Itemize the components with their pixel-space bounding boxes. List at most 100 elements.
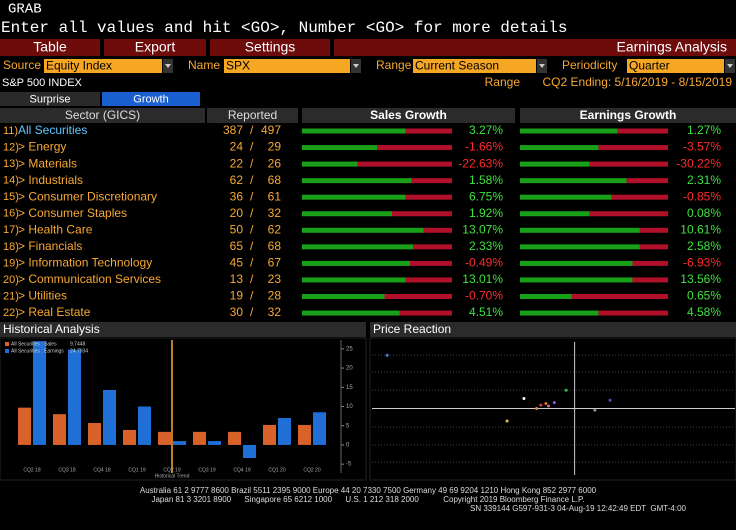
earnings-bar-green xyxy=(520,128,618,134)
y-tick-label: 10 xyxy=(346,404,353,410)
bar xyxy=(278,418,291,445)
row-number: 19) xyxy=(3,257,19,269)
row-number: 15) xyxy=(3,191,19,203)
dropdown-arrow xyxy=(165,64,171,68)
scatter-point xyxy=(522,397,526,401)
earnings-bar-red xyxy=(598,145,668,151)
sector-name[interactable]: > Information Technology xyxy=(18,256,152,270)
row-number: 22) xyxy=(3,307,19,319)
field-value[interactable]: Current Season xyxy=(415,59,499,73)
sector-name[interactable]: > Health Care xyxy=(18,222,93,236)
menu-button[interactable] xyxy=(104,39,206,56)
bar xyxy=(173,441,186,445)
menu-button[interactable] xyxy=(210,39,330,56)
bar xyxy=(228,431,241,445)
tab[interactable] xyxy=(102,92,200,106)
field-box[interactable] xyxy=(224,59,350,73)
panel-header-bg xyxy=(370,322,736,337)
bar xyxy=(313,412,326,445)
sales-growth: 13.07% xyxy=(462,222,503,236)
sales-bar-red xyxy=(377,145,452,151)
sector-name[interactable]: > Industrials xyxy=(18,173,83,187)
sales-bar-green xyxy=(302,211,392,217)
menu-button[interactable] xyxy=(334,39,736,56)
field-box[interactable] xyxy=(413,59,536,73)
separator: / xyxy=(250,206,254,220)
earnings-growth: 0.65% xyxy=(687,289,721,303)
menu-label[interactable]: Settings xyxy=(245,39,296,55)
sales-bar-green xyxy=(302,277,406,283)
separator: / xyxy=(250,305,254,319)
tab[interactable] xyxy=(0,92,100,106)
earnings-growth: 2.31% xyxy=(687,173,721,187)
row-number: 14) xyxy=(3,175,19,187)
panel-header-bg xyxy=(0,322,366,337)
reported: 62 xyxy=(230,173,244,187)
bar xyxy=(33,341,46,445)
earnings-bar-green xyxy=(520,227,640,233)
field-box[interactable] xyxy=(44,59,162,73)
bar xyxy=(193,431,206,445)
sales-growth: 3.27% xyxy=(469,123,503,137)
earnings-growth: 2.58% xyxy=(687,239,721,253)
legend-entry: All Securities : Earnings xyxy=(11,348,64,354)
reported: 387 xyxy=(223,123,243,137)
field-box[interactable] xyxy=(627,59,724,73)
bar xyxy=(103,389,116,445)
sales-bar-red xyxy=(423,227,452,233)
menu-label[interactable]: Table xyxy=(33,39,67,55)
total: 32 xyxy=(268,305,282,319)
menu-button[interactable] xyxy=(0,39,100,56)
earnings-bar-red xyxy=(626,178,668,184)
sector-name[interactable]: > Consumer Discretionary xyxy=(18,189,157,203)
sector-name[interactable]: > Consumer Staples xyxy=(18,206,127,220)
separator: / xyxy=(250,272,254,286)
column-header-bg xyxy=(0,108,205,123)
column-header: Sales Growth xyxy=(370,108,447,122)
tab-label[interactable]: Surprise xyxy=(30,93,71,105)
sales-bar-green xyxy=(302,260,410,266)
menu-label[interactable]: Earnings Analysis xyxy=(616,39,727,55)
field-label: Name xyxy=(188,58,220,72)
sector-name[interactable]: > Energy xyxy=(18,140,66,154)
panel-title: Historical Analysis xyxy=(3,322,100,336)
index-name: S&P 500 INDEX xyxy=(2,77,83,89)
legend-swatch xyxy=(5,342,9,346)
total: 28 xyxy=(268,289,282,303)
menu-label[interactable]: Export xyxy=(135,39,176,55)
reported: 22 xyxy=(230,156,244,170)
sector-name[interactable]: > Materials xyxy=(18,156,77,170)
y-tick-label: 5 xyxy=(346,423,350,429)
sector-name[interactable]: > Communication Services xyxy=(18,272,161,286)
sector-name[interactable]: > Financials xyxy=(18,239,82,253)
earnings-growth: -3.57% xyxy=(683,140,721,154)
sales-bar-green xyxy=(302,244,413,250)
command-line: Enter all values and hit <GO>, Number <G… xyxy=(1,19,568,37)
separator: / xyxy=(250,239,254,253)
reported: 30 xyxy=(230,305,244,319)
earnings-bar-green xyxy=(520,244,640,250)
sales-growth: -1.66% xyxy=(465,140,503,154)
earnings-growth: 4.58% xyxy=(687,305,721,319)
total: 32 xyxy=(268,206,282,220)
row-number: 20) xyxy=(3,274,19,286)
footer-line: SN 339144 G597-931-3 04-Aug-19 12:42:49 … xyxy=(470,504,687,513)
sector-name[interactable]: > Real Estate xyxy=(18,305,91,319)
screen-title: GRAB xyxy=(8,2,42,18)
sector-name[interactable]: > Utilities xyxy=(18,289,67,303)
row-number: 17) xyxy=(3,224,19,236)
earnings-bar-green xyxy=(520,294,572,299)
sector-name[interactable]: All Securities xyxy=(18,123,87,137)
field-value[interactable]: SPX xyxy=(226,59,250,73)
total: 497 xyxy=(261,123,281,137)
field-value[interactable]: Quarter xyxy=(629,59,670,73)
sales-bar-red xyxy=(405,194,452,200)
bar xyxy=(123,429,136,445)
tab-label[interactable]: Growth xyxy=(133,93,168,105)
earnings-bar-green xyxy=(520,161,590,167)
earnings-bar-green xyxy=(520,178,627,184)
scatter-point xyxy=(608,398,612,402)
bar xyxy=(263,424,276,445)
field-value[interactable]: Equity Index xyxy=(46,59,112,73)
